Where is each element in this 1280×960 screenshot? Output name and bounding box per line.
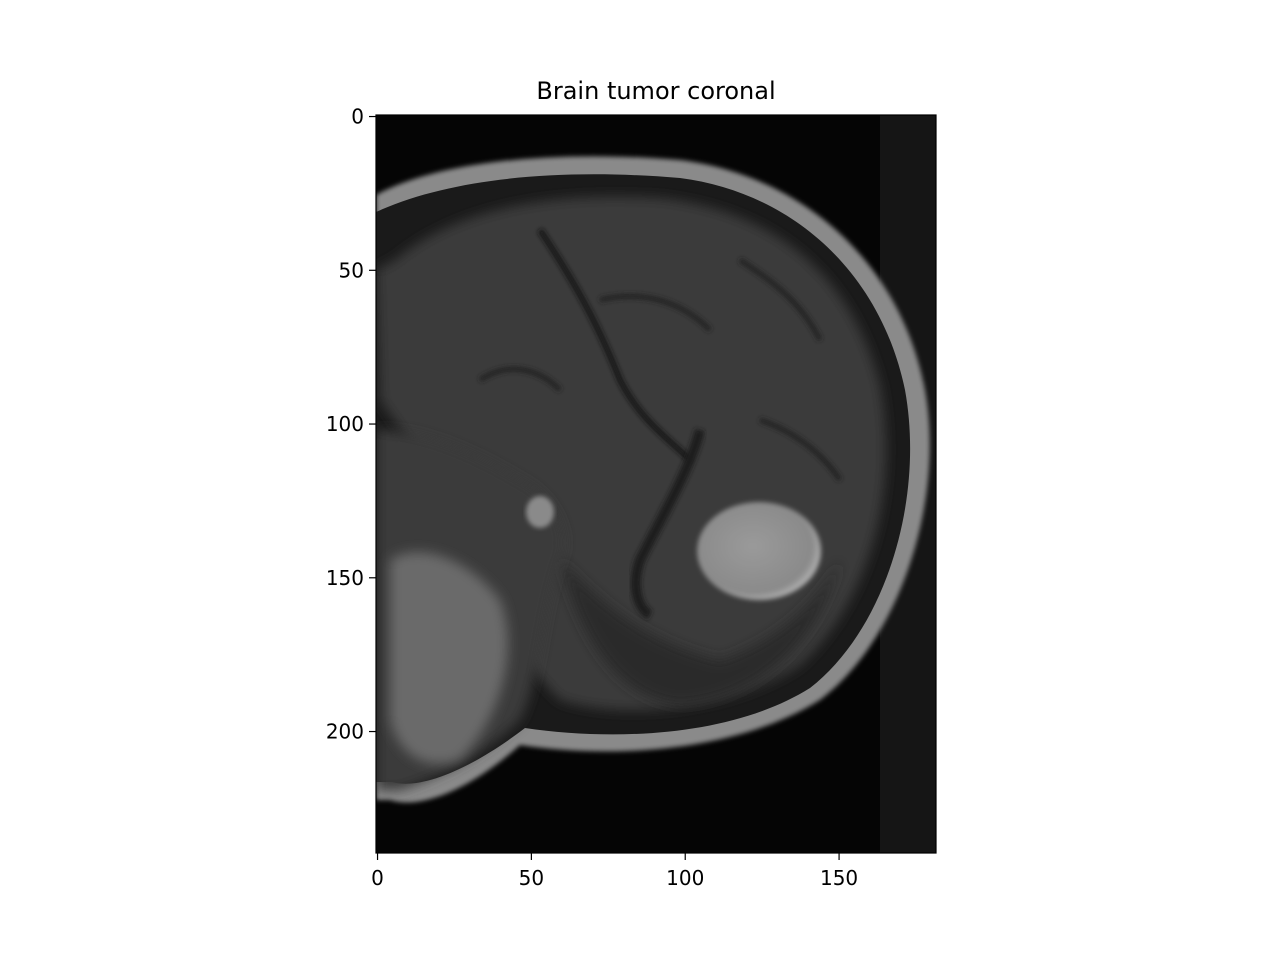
y-tick-label: 150 [326, 566, 364, 590]
x-tick-label: 150 [820, 866, 858, 890]
axes-frame [375, 114, 937, 854]
y-tick-label: 100 [326, 412, 364, 436]
chart-title: Brain tumor coronal [536, 77, 775, 105]
x-tick-label: 50 [519, 866, 544, 890]
x-tick-label: 0 [371, 866, 384, 890]
y-tick-label: 50 [339, 258, 364, 282]
x-axis: 0 50 100 150 [371, 853, 858, 890]
mri-image [376, 115, 936, 853]
x-tick-label: 100 [666, 866, 704, 890]
y-axis: 0 50 100 150 200 [326, 105, 376, 744]
y-tick-label: 200 [326, 720, 364, 744]
y-tick-label: 0 [351, 105, 364, 129]
